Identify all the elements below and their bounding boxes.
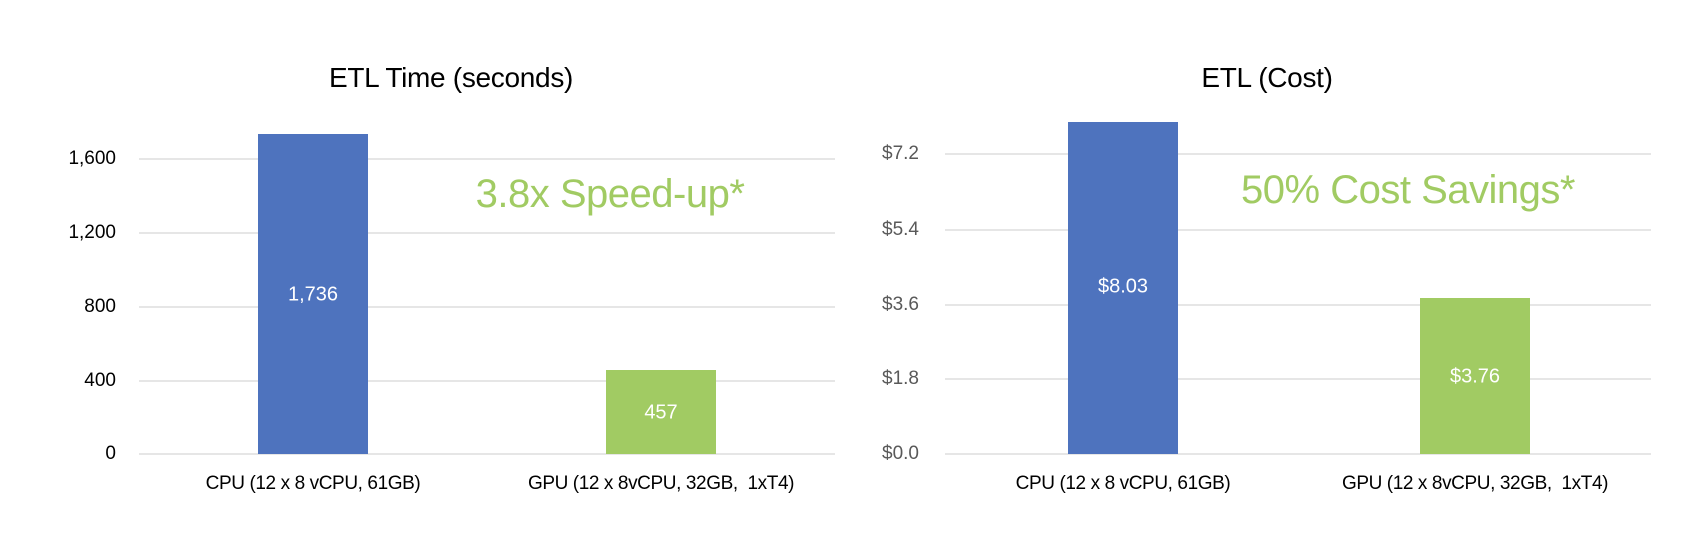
y-tick-label: 400 (84, 370, 116, 391)
y-tick-label: $7.2 (882, 143, 919, 164)
y-tick-label: $0.0 (882, 443, 919, 464)
x-category-label: GPU (12 x 8vCPU, 32GB, 1xT4) (527, 473, 795, 494)
gridline (945, 378, 1651, 380)
y-tick-label: 1,200 (68, 222, 116, 243)
y-tick-label: $3.6 (882, 294, 919, 315)
y-tick-label: 800 (84, 296, 116, 317)
cpu-value-label: $8.03 (1097, 275, 1149, 298)
gridline (945, 229, 1651, 231)
gpu-bar: 457 (606, 370, 716, 454)
y-tick-label: $1.8 (882, 368, 919, 389)
y-tick-label: $5.4 (882, 219, 919, 240)
x-category-label: CPU (12 x 8 vCPU, 61GB) (205, 473, 421, 494)
gpu-value-label: 457 (644, 401, 678, 424)
gridline (139, 306, 835, 308)
cost-savings-annotation: 50% Cost Savings* (1241, 168, 1575, 212)
x-category-label: CPU (12 x 8 vCPU, 61GB) (1015, 473, 1231, 494)
baseline (139, 453, 835, 455)
gridline (945, 153, 1651, 155)
x-category-label: GPU (12 x 8vCPU, 32GB, 1xT4) (1341, 473, 1609, 494)
gridline (945, 304, 1651, 306)
cpu-bar: $8.03 (1068, 122, 1178, 454)
gpu-value-label: $3.76 (1449, 365, 1501, 388)
gridline (139, 380, 835, 382)
etl-time-chart: ETL Time (seconds) 1,600 1,200 800 400 0… (68, 62, 835, 494)
y-tick-label: 1,600 (68, 148, 116, 169)
chart-title: ETL Time (seconds) (328, 62, 574, 93)
cpu-bar: 1,736 (258, 134, 368, 454)
speedup-annotation: 3.8x Speed-up* (475, 172, 745, 216)
cpu-value-label: 1,736 (287, 283, 339, 306)
gpu-bar: $3.76 (1420, 298, 1530, 454)
gridline (139, 158, 835, 160)
y-tick-label: 0 (105, 443, 116, 464)
gridline (139, 232, 835, 234)
baseline (945, 453, 1651, 455)
chart-title: ETL (Cost) (1201, 62, 1333, 93)
